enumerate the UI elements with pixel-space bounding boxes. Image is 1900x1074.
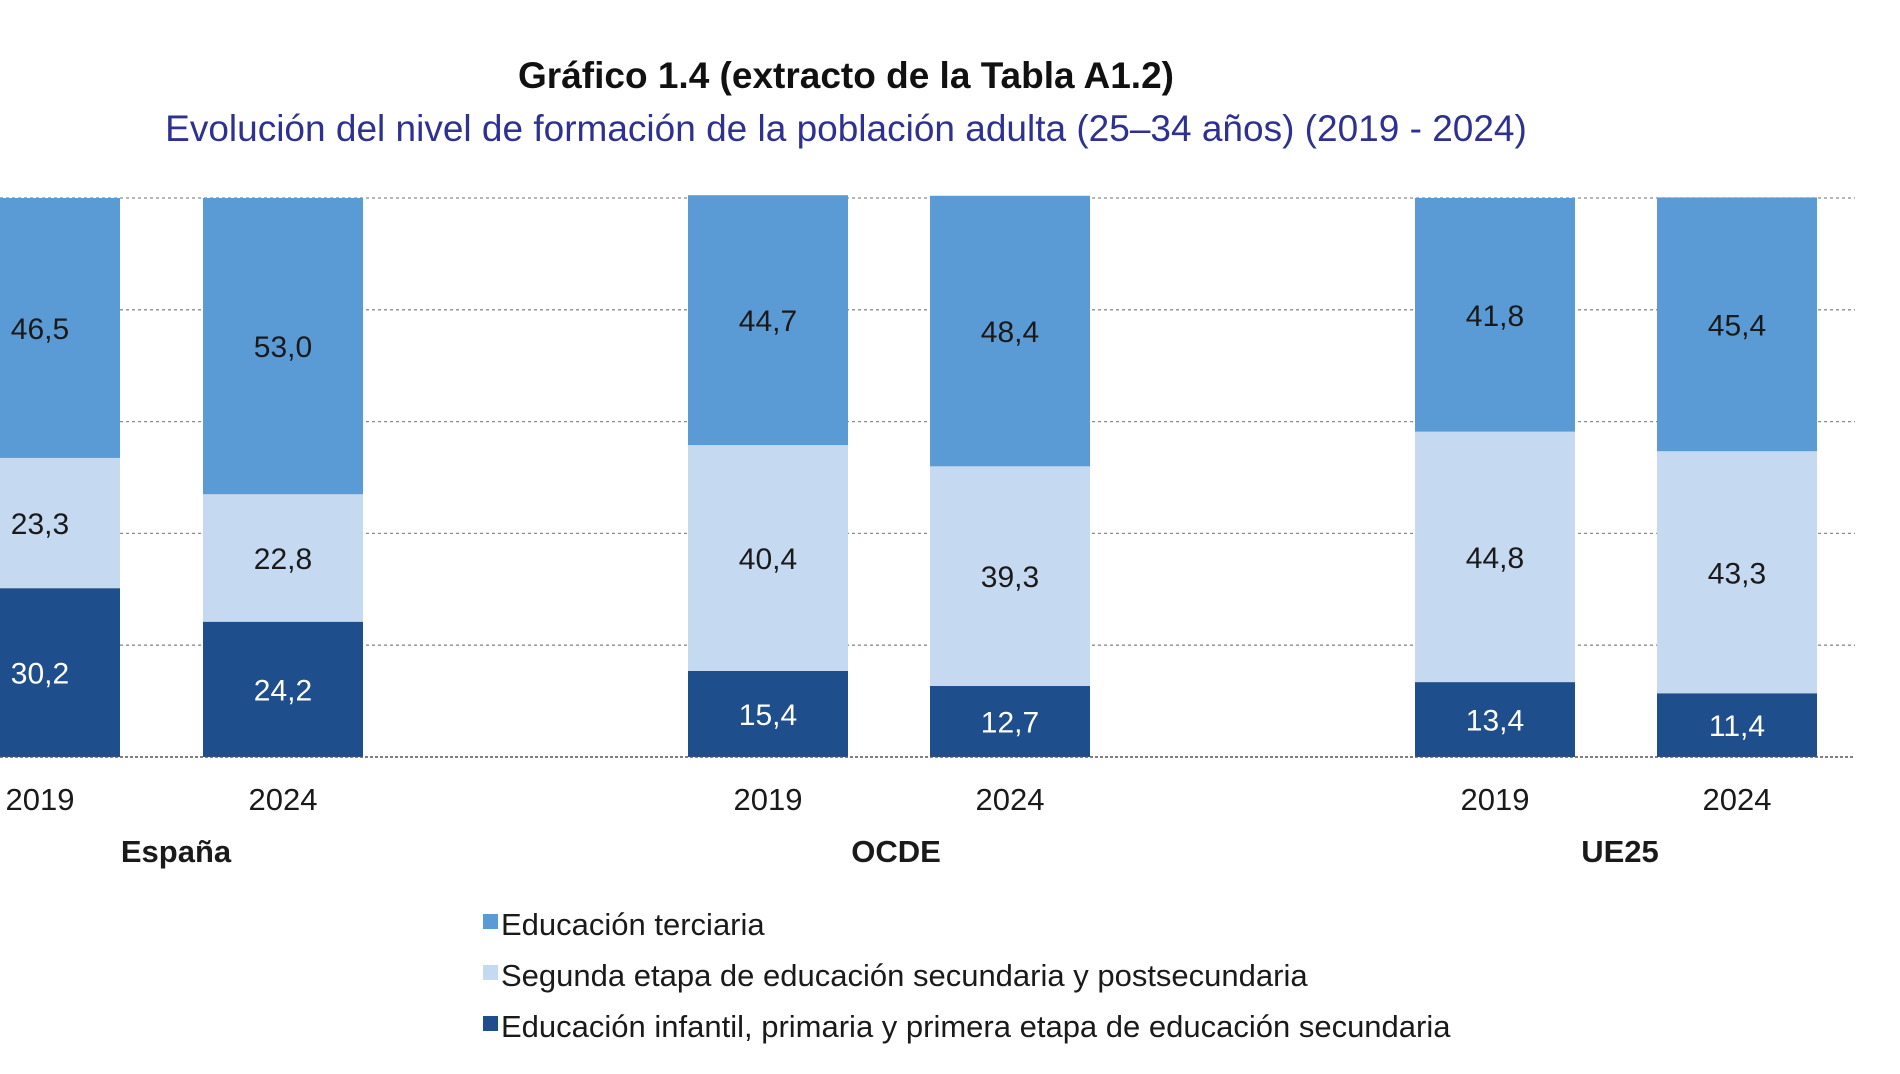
data-label: 11,4 — [1709, 710, 1765, 743]
bar-segment-educacion-infantil-primaria-y-primera-etapa-de-educacion-secundaria — [1415, 682, 1575, 757]
bar-segment-segunda-etapa-de-educacion-secundaria-y-postsecundaria — [688, 445, 848, 671]
x-axis: 2019 2024 2019 2024 2019 2024 España OCDE UE25 — [0, 756, 1855, 869]
chart-subtitle: Evolución del nivel de formación de la p… — [165, 108, 1527, 149]
x-tick-label: 2024 — [1703, 782, 1772, 817]
legend: Educación terciaria Segunda etapa de educ… — [483, 907, 1451, 1044]
legend-swatch-segunda-etapa-de-educacion-secundaria-y-postsecundaria — [483, 965, 498, 980]
data-label: 44,8 — [1466, 542, 1524, 575]
data-label: 41,8 — [1466, 300, 1524, 333]
chart-title: Gráfico 1.4 (extracto de la Tabla A1.2) — [518, 55, 1174, 96]
legend-swatch-educacion-terciaria — [483, 914, 498, 929]
bar-segment-segunda-etapa-de-educacion-secundaria-y-postsecundaria — [930, 466, 1090, 687]
legend-label-segunda-etapa-de-educacion-secundaria-y-postsecundaria: Segunda etapa de educación secundaria y … — [501, 958, 1308, 993]
x-tick-label: 2024 — [976, 782, 1045, 817]
data-label: 24,2 — [254, 674, 312, 707]
group-label-ocde: OCDE — [851, 834, 941, 869]
x-tick-label: 2024 — [249, 782, 318, 817]
data-label: 48,4 — [981, 316, 1039, 349]
bar-segment-segunda-etapa-de-educacion-secundaria-y-postsecundaria — [1415, 431, 1575, 683]
bar-segment-educacion-terciaria — [930, 195, 1090, 467]
data-label: 46,5 — [11, 313, 69, 346]
data-label: 44,7 — [739, 305, 797, 338]
bars: 30,2 23,3 46,5 24,2 22,8 53,0 15,4 40,4 44,7 12,7… — [0, 195, 1817, 757]
data-label: 23,3 — [11, 508, 69, 541]
data-label: 40,4 — [739, 543, 797, 576]
bar-segment-educacion-infantil-primaria-y-primera-etapa-de-educacion-secundaria — [930, 686, 1090, 757]
data-label: 22,8 — [254, 543, 312, 576]
legend-label-educacion-terciaria: Educación terciaria — [501, 907, 765, 942]
data-label: 13,4 — [1466, 705, 1524, 738]
bar-segment-educacion-infantil-primaria-y-primera-etapa-de-educacion-secundaria — [688, 670, 848, 757]
data-label: 30,2 — [11, 658, 69, 691]
legend-swatch-educacion-infantil-primaria-y-primera-etapa-de-educacion-secundaria — [483, 1016, 498, 1031]
bar-segment-educacion-infantil-primaria-y-primera-etapa-de-educacion-secundaria — [1657, 693, 1817, 757]
bar-segment-educacion-terciaria — [688, 195, 848, 446]
legend-label-educacion-infantil-primaria-y-primera-etapa-de-educacion-secundaria: Educación infantil, primaria y primera e… — [501, 1009, 1451, 1044]
bar-segment-segunda-etapa-de-educacion-secundaria-y-postsecundaria — [0, 457, 120, 589]
bar-segment-segunda-etapa-de-educacion-secundaria-y-postsecundaria — [1657, 451, 1817, 694]
group-label-espana: España — [121, 834, 232, 869]
bar-segment-educacion-infantil-primaria-y-primera-etapa-de-educacion-secundaria — [203, 621, 363, 757]
data-label: 12,7 — [981, 707, 1039, 740]
x-tick-label: 2019 — [734, 782, 803, 817]
data-label: 15,4 — [739, 699, 797, 732]
bar-segment-educacion-terciaria — [1415, 198, 1575, 432]
bar-segment-educacion-terciaria — [1657, 197, 1817, 452]
data-label: 53,0 — [254, 331, 312, 364]
bar-segment-educacion-infantil-primaria-y-primera-etapa-de-educacion-secundaria — [0, 588, 120, 757]
data-label: 45,4 — [1708, 309, 1766, 342]
bar-segment-educacion-terciaria — [203, 198, 363, 495]
x-tick-label: 2019 — [6, 782, 75, 817]
data-label: 39,3 — [981, 561, 1039, 594]
x-tick-label: 2019 — [1461, 782, 1530, 817]
group-label-ue25: UE25 — [1581, 834, 1659, 869]
bar-segment-educacion-terciaria — [0, 198, 120, 458]
bar-segment-segunda-etapa-de-educacion-secundaria-y-postsecundaria — [203, 494, 363, 622]
data-label: 43,3 — [1708, 557, 1766, 590]
